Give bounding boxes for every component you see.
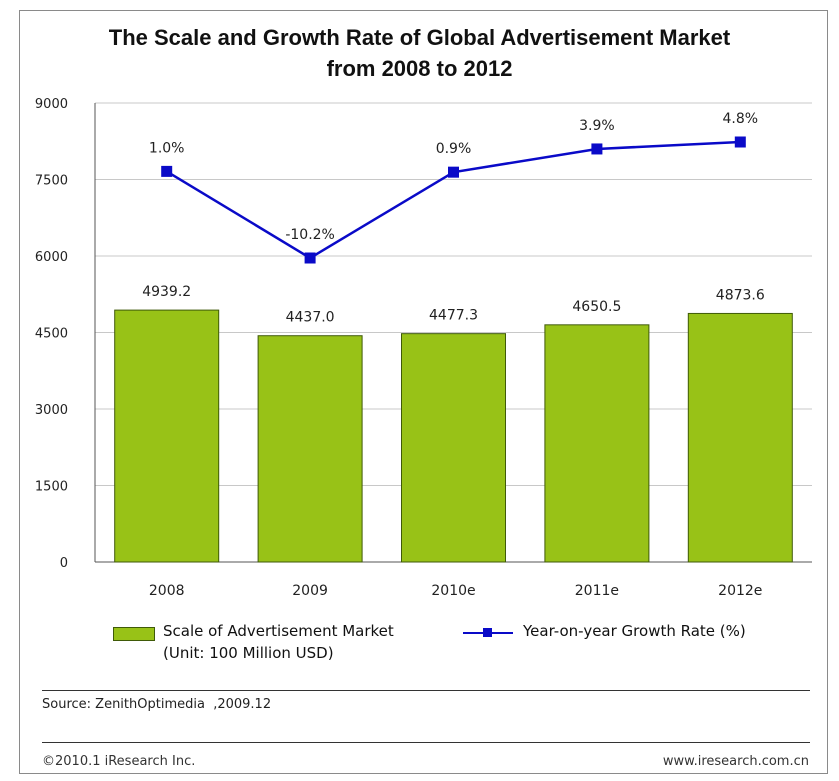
bar bbox=[257, 335, 363, 563]
legend-line-label: Year-on-year Growth Rate (%) bbox=[523, 622, 746, 640]
website-text: www.iresearch.com.cn bbox=[662, 754, 809, 769]
bar-value-label: 4650.5 bbox=[572, 299, 621, 315]
growth-rate-line bbox=[166, 140, 741, 260]
source-text: Source: ZenithOptimedia ,2009.12 bbox=[42, 697, 272, 712]
bar bbox=[114, 309, 220, 563]
x-tick-label: 2011e bbox=[575, 583, 619, 599]
y-tick-label: 1500 bbox=[35, 480, 68, 495]
growth-rate-marker bbox=[591, 143, 603, 155]
bar-value-label: 4437.0 bbox=[286, 310, 335, 326]
growth-rate-marker bbox=[448, 166, 459, 178]
bar-value-label: 4939.2 bbox=[142, 284, 191, 300]
x-tick-label: 2010e bbox=[431, 583, 475, 599]
y-tick-label: 4500 bbox=[35, 327, 68, 342]
bar bbox=[401, 333, 506, 563]
y-tick-label: 9000 bbox=[35, 97, 68, 112]
growth-rate-label: 4.8% bbox=[723, 111, 759, 127]
growth-rate-marker bbox=[734, 136, 746, 148]
y-tick-label: 0 bbox=[60, 556, 68, 571]
bar bbox=[544, 324, 650, 563]
divider-top bbox=[42, 690, 810, 691]
chart-title-line-2: from 2008 to 2012 bbox=[326, 56, 513, 81]
copyright-text: ©2010.1 iResearch Inc. bbox=[42, 754, 196, 769]
growth-rate-marker bbox=[161, 165, 173, 177]
divider-bottom bbox=[42, 742, 810, 743]
chart-title-line-1: The Scale and Growth Rate of Global Adve… bbox=[108, 25, 731, 50]
bar-value-label: 4477.3 bbox=[429, 308, 478, 324]
legend-bar-label-line-2: (Unit: 100 Million USD) bbox=[163, 644, 334, 662]
legend-line-marker bbox=[483, 628, 492, 637]
growth-rate-label: 1.0% bbox=[149, 140, 185, 156]
y-tick-label: 7500 bbox=[35, 174, 68, 189]
legend-bar-label: Scale of Advertisement Market (Unit: 100… bbox=[163, 620, 394, 664]
growth-rate-label: -10.2% bbox=[285, 227, 335, 243]
growth-rate-label: 3.9% bbox=[579, 118, 615, 134]
x-tick-label: 2009 bbox=[292, 583, 328, 599]
legend: Scale of Advertisement Market (Unit: 100… bbox=[113, 620, 813, 670]
growth-rate-marker bbox=[304, 252, 316, 264]
legend-bar-swatch bbox=[113, 627, 155, 641]
growth-rate-label: 0.9% bbox=[436, 141, 472, 157]
bar-value-label: 4873.6 bbox=[716, 287, 765, 303]
y-tick-label: 6000 bbox=[35, 250, 68, 265]
bar bbox=[687, 312, 793, 563]
y-tick-label: 3000 bbox=[35, 403, 68, 418]
x-tick-label: 2008 bbox=[149, 583, 185, 599]
chart-title: The Scale and Growth Rate of Global Adve… bbox=[0, 22, 839, 84]
x-tick-label: 2012e bbox=[718, 583, 762, 599]
legend-bar-label-line-1: Scale of Advertisement Market bbox=[163, 622, 394, 640]
